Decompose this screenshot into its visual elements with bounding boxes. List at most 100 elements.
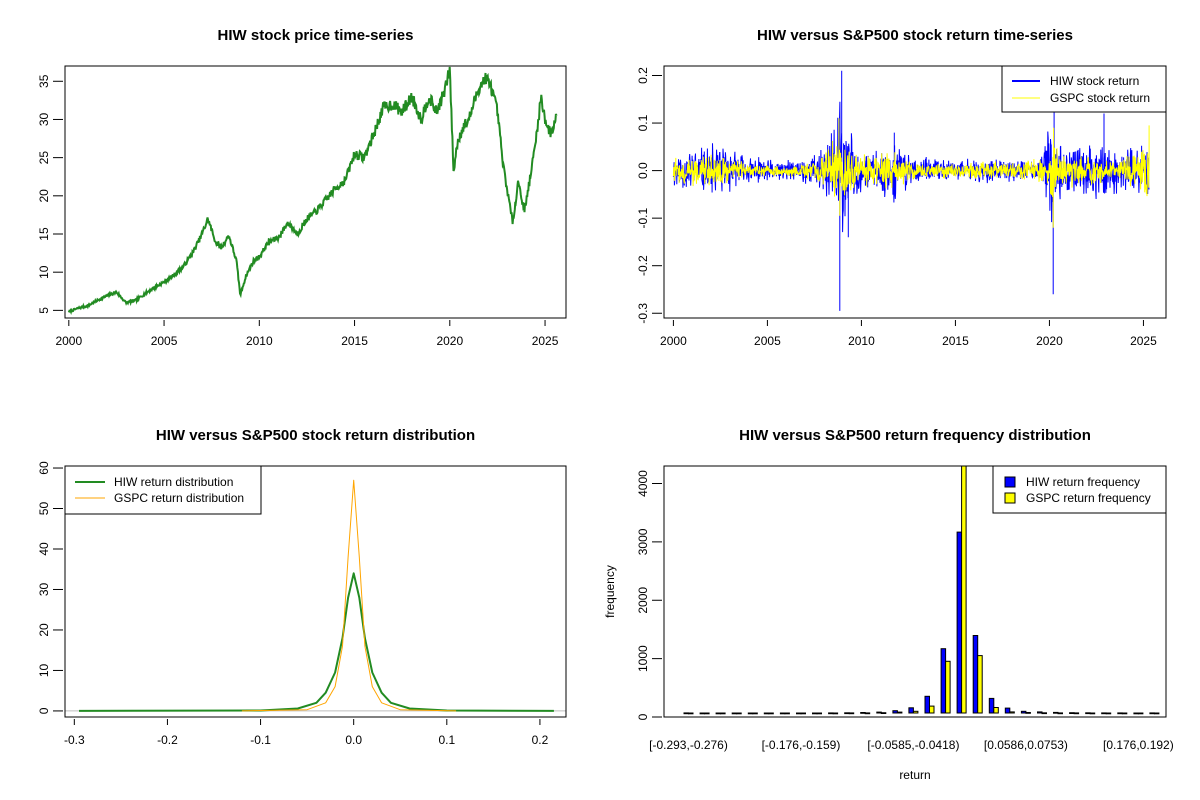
gspc-frequency-bar — [1121, 712, 1128, 715]
gspc-frequency-bar — [1025, 712, 1031, 714]
returns-ytick-label: 0.2 — [636, 67, 650, 84]
freq-plot-frame — [663, 465, 1167, 718]
price-plot-frame — [64, 65, 567, 319]
returns-legend-box — [1001, 65, 1167, 113]
freq-ytick-label: 1000 — [636, 645, 650, 672]
density-ytick-label: 20 — [37, 623, 51, 637]
freq-legend-swatch — [1004, 492, 1016, 504]
price-ytick-label: 30 — [37, 112, 51, 126]
freq-xtick-label: [-0.0585,-0.0418) — [867, 738, 959, 752]
gspc-frequency-bar — [912, 710, 919, 714]
price-title: HIW stock price time-series — [218, 27, 414, 44]
returns-xtick-label: 2020 — [1036, 334, 1063, 348]
hiw-frequency-bar — [1004, 707, 1011, 714]
gspc-frequency-bar — [896, 711, 903, 714]
density-ytick-label: 10 — [37, 663, 51, 677]
hiw-frequency-bar — [699, 712, 706, 715]
gspc-frequency-bar — [864, 712, 871, 715]
density-legend-label: GSPC return distribution — [114, 491, 244, 505]
gspc-frequency-bar — [736, 712, 742, 715]
hiw-frequency-bar — [860, 712, 866, 714]
density-ytick-label: 30 — [37, 582, 51, 596]
returns-legend-label: GSPC stock return — [1050, 91, 1150, 105]
density-title: HIW versus S&P500 stock return distribut… — [156, 427, 475, 444]
returns-plot-frame — [663, 65, 1167, 319]
returns-xtick-label: 2025 — [1130, 334, 1157, 348]
hiw-frequency-bar — [924, 695, 930, 714]
gspc-frequency-bar — [1105, 712, 1112, 715]
density-xtick-label: -0.1 — [250, 733, 271, 747]
hiw-price-line — [67, 66, 558, 316]
price-xtick-label: 2025 — [532, 334, 559, 348]
price-ytick-label: 5 — [37, 307, 51, 314]
density-ytick-label: 40 — [37, 542, 51, 556]
hiw-density-line — [78, 572, 554, 712]
freq-xtick-label: [-0.176,-0.159) — [762, 738, 841, 752]
hiw-frequency-bar — [844, 712, 850, 715]
freq-xtick-label: [0.0586,0.0753) — [984, 738, 1068, 752]
gspc-frequency-bar — [945, 660, 951, 714]
density-legend-box — [64, 465, 262, 515]
density-ytick-label: 0 — [37, 707, 51, 714]
freq-legend-swatch — [1004, 476, 1016, 488]
hiw-frequency-bar — [1149, 712, 1155, 715]
hiw-frequency-bar — [1133, 712, 1139, 715]
gspc-frequency-bar — [768, 712, 774, 715]
gspc-density-line — [241, 479, 457, 712]
hiw-frequency-bar — [812, 712, 818, 715]
gspc-frequency-bar — [1041, 712, 1047, 715]
hiw-frequency-bar — [1069, 712, 1075, 715]
hiw-frequency-bar — [683, 712, 689, 715]
gspc-frequency-bar — [752, 712, 758, 715]
density-xtick-label: -0.3 — [64, 733, 85, 747]
gspc-frequency-bar — [784, 712, 790, 715]
price-ytick-label: 10 — [37, 265, 51, 279]
hiw-frequency-bar — [940, 648, 947, 714]
returns-xtick-label: 2015 — [942, 334, 969, 348]
hiw-frequency-bar — [1053, 711, 1059, 714]
freq-xtick-label: [0.176,0.192) — [1103, 738, 1174, 752]
hiw-frequency-bar — [1101, 712, 1107, 715]
gspc-frequency-bar — [1153, 712, 1160, 715]
price-xtick-label: 2020 — [436, 334, 463, 348]
price-xtick-label: 2015 — [341, 334, 368, 348]
price-xtick-label: 2000 — [55, 334, 82, 348]
hiw-frequency-bar — [796, 712, 802, 715]
hiw-frequency-bar — [1020, 710, 1027, 714]
price-xtick-label: 2005 — [151, 334, 178, 348]
gspc-frequency-bar — [977, 655, 983, 714]
hiw-frequency-bar — [988, 697, 995, 714]
hiw-frequency-bar — [828, 712, 834, 715]
price-ytick-label: 25 — [37, 151, 51, 165]
gspc-frequency-bar — [816, 712, 822, 715]
gspc-frequency-bar — [688, 712, 694, 715]
hiw-frequency-bar — [1117, 712, 1123, 715]
price-ytick-label: 35 — [37, 74, 51, 88]
returns-title: HIW versus S&P500 stock return time-seri… — [757, 27, 1073, 44]
returns-ytick-label: -0.1 — [636, 207, 650, 228]
returns-ytick-label: 0.0 — [636, 162, 650, 179]
hiw-frequency-bar — [908, 707, 914, 714]
density-legend-label: HIW return distribution — [114, 475, 233, 489]
gspc-frequency-bar — [1073, 712, 1080, 715]
hiw-frequency-bar — [1037, 711, 1043, 714]
hiw-frequency-bar — [876, 711, 882, 714]
density-xtick-label: 0.0 — [345, 733, 362, 747]
hiw-frequency-bar — [892, 710, 898, 714]
price-ytick-label: 20 — [37, 189, 51, 203]
freq-legend-label: HIW return frequency — [1026, 475, 1140, 489]
returns-ytick-label: -0.2 — [636, 255, 650, 276]
gspc-frequency-bar — [880, 712, 887, 715]
gspc-frequency-bar — [1089, 712, 1096, 715]
returns-ytick-label: -0.3 — [636, 303, 650, 324]
freq-title: HIW versus S&P500 return frequency distr… — [739, 427, 1091, 444]
hiw-frequency-bar — [763, 712, 770, 715]
gspc-frequency-bar — [720, 712, 726, 715]
gspc-frequency-bar — [1137, 712, 1144, 715]
hiw-frequency-bar — [972, 635, 979, 714]
freq-xtick-label: [-0.293,-0.276) — [649, 738, 728, 752]
freq-x-axis-label: return — [899, 768, 930, 782]
hiw-frequency-bar — [956, 531, 963, 714]
freq-ytick-label: 2000 — [636, 587, 650, 614]
